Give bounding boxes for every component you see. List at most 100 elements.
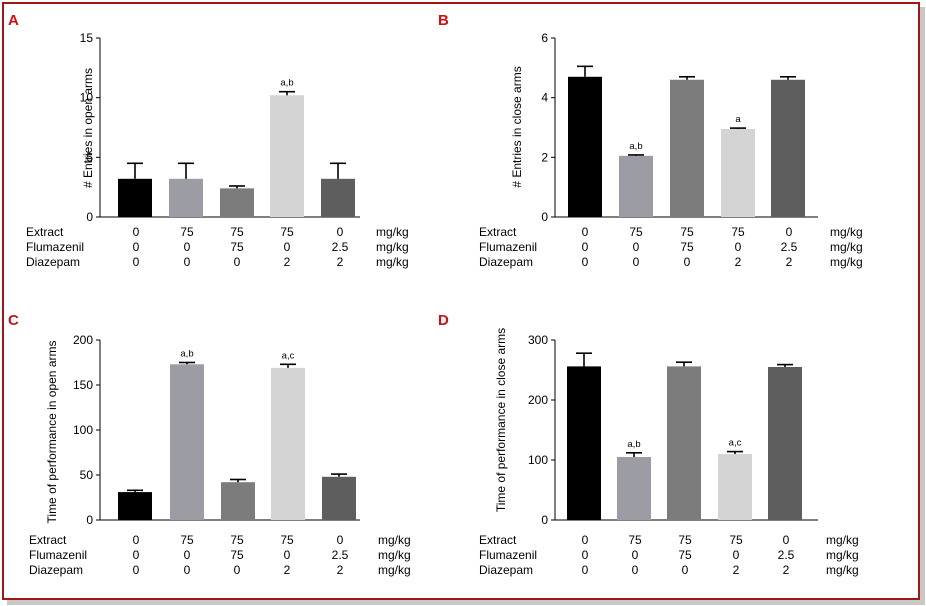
y-tick-label: 0 (86, 513, 93, 527)
significance-label: a,b (180, 349, 193, 360)
dose-unit: mg/kg (830, 240, 863, 254)
dose-value: 0 (786, 225, 793, 239)
dose-value: 75 (628, 533, 642, 547)
dose-value: 2 (284, 563, 291, 577)
dose-value: 0 (733, 548, 740, 562)
dose-unit: mg/kg (376, 225, 409, 239)
bar (118, 178, 152, 217)
dose-value: 0 (783, 533, 790, 547)
dose-row-label: Diazepam (479, 255, 533, 269)
bar (619, 155, 653, 217)
dose-row-label: Flumazenil (479, 240, 537, 254)
y-tick-label: 100 (73, 423, 93, 437)
y-axis-label: # Entries in close arms (510, 66, 524, 187)
bar (617, 457, 651, 520)
dose-value: 0 (133, 240, 140, 254)
dose-value: 0 (582, 240, 589, 254)
dose-value: 0 (582, 255, 589, 269)
bar (169, 178, 203, 217)
dose-row-label: Flumazenil (26, 240, 84, 254)
y-tick-label: 4 (541, 91, 548, 105)
dose-value: 2.5 (332, 548, 349, 562)
dose-value: 0 (133, 533, 140, 547)
dose-row-label: Extract (479, 533, 517, 547)
bar (670, 79, 704, 218)
y-tick-label: 15 (80, 31, 94, 45)
dose-value: 0 (632, 548, 639, 562)
y-tick-label: 0 (541, 513, 548, 527)
dose-unit: mg/kg (826, 548, 859, 562)
dose-value: 0 (582, 548, 589, 562)
dose-value: 2 (337, 255, 344, 269)
dose-row-label: Flumazenil (29, 548, 87, 562)
bar (718, 454, 752, 520)
dose-value: 0 (184, 255, 191, 269)
dose-value: 75 (629, 225, 643, 239)
dose-value: 2 (783, 563, 790, 577)
dose-value: 2 (337, 563, 344, 577)
dose-value: 0 (184, 563, 191, 577)
dose-value: 0 (682, 563, 689, 577)
dose-value: 0 (133, 563, 140, 577)
dose-unit: mg/kg (378, 563, 411, 577)
dose-value: 2.5 (781, 240, 798, 254)
bar (271, 367, 305, 520)
dose-unit: mg/kg (826, 533, 859, 547)
dose-row-label: Diazepam (26, 255, 80, 269)
bar (270, 95, 304, 217)
dose-row-label: Flumazenil (479, 548, 537, 562)
dose-value: 75 (280, 225, 294, 239)
dose-value: 75 (680, 225, 694, 239)
bar (170, 364, 204, 520)
y-tick-label: 200 (73, 333, 93, 347)
bar (721, 128, 755, 217)
dose-value: 75 (729, 533, 743, 547)
dose-row-label: Diazepam (29, 563, 83, 577)
dose-value: 0 (337, 533, 344, 547)
figure-frame (2, 2, 920, 600)
dose-value: 75 (680, 240, 694, 254)
significance-label: a,b (627, 439, 640, 450)
dose-unit: mg/kg (826, 563, 859, 577)
significance-label: a,b (280, 78, 293, 89)
bar (768, 367, 802, 520)
dose-value: 0 (684, 255, 691, 269)
dose-value: 0 (184, 240, 191, 254)
dose-unit: mg/kg (378, 548, 411, 562)
dose-value: 75 (731, 225, 745, 239)
dose-value: 0 (582, 533, 589, 547)
y-tick-label: 0 (86, 210, 93, 224)
significance-label: a (735, 114, 741, 125)
bar (321, 178, 355, 217)
dose-unit: mg/kg (830, 255, 863, 269)
y-tick-label: 0 (541, 210, 548, 224)
bar (667, 366, 701, 520)
dose-unit: mg/kg (378, 533, 411, 547)
dose-value: 75 (230, 240, 244, 254)
dose-value: 2 (786, 255, 793, 269)
dose-unit: mg/kg (830, 225, 863, 239)
dose-value: 2 (735, 255, 742, 269)
significance-label: a,c (282, 350, 295, 361)
dose-value: 0 (184, 548, 191, 562)
panel-letter: A (8, 12, 19, 29)
dose-value: 0 (633, 255, 640, 269)
dose-value: 75 (678, 548, 692, 562)
dose-value: 75 (230, 533, 244, 547)
dose-value: 2.5 (332, 240, 349, 254)
y-tick-label: 5 (86, 150, 93, 164)
y-tick-label: 10 (80, 91, 94, 105)
dose-value: 0 (632, 563, 639, 577)
dose-unit: mg/kg (376, 240, 409, 254)
panel-letter: D (438, 312, 449, 329)
bar (220, 188, 254, 217)
y-axis-label: # Entries in open arms (81, 68, 95, 188)
panel-letter: B (438, 12, 449, 29)
y-tick-label: 6 (541, 31, 548, 45)
dose-value: 75 (678, 533, 692, 547)
bar (221, 482, 255, 520)
bar (771, 79, 805, 218)
